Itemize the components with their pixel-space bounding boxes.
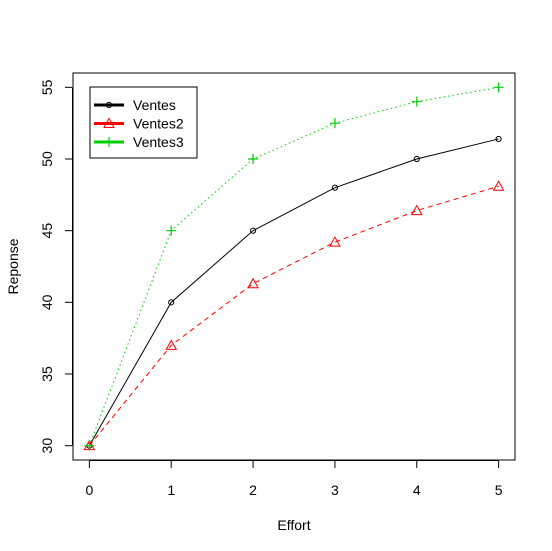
data-point	[411, 96, 422, 107]
legend-label: Ventes	[133, 97, 176, 113]
x-tick-label: 5	[495, 482, 503, 498]
data-point	[329, 118, 340, 129]
data-point	[247, 277, 259, 289]
x-tick-label: 2	[249, 482, 257, 498]
data-point	[492, 180, 505, 191]
data-point	[249, 227, 257, 234]
data-point	[248, 154, 259, 164]
legend-label: Ventes2	[133, 116, 184, 132]
y-tick-label: 45	[39, 223, 55, 239]
y-tick-label: 40	[39, 294, 55, 310]
x-tick-label: 1	[167, 482, 175, 498]
x-axis-title: Effort	[277, 517, 310, 533]
series-ventes3	[84, 82, 504, 451]
legend-item: Ventes3	[94, 134, 184, 150]
data-point	[329, 236, 341, 247]
data-point	[84, 440, 95, 451]
legend-label: Ventes3	[133, 134, 184, 150]
x-tick-label: 0	[85, 482, 93, 498]
x-axis: 0 1 2 3 4 5	[85, 460, 503, 498]
series-line	[88, 138, 499, 446]
legend-item: Ventes	[94, 97, 176, 113]
series-ventes2	[83, 180, 505, 451]
data-point	[165, 339, 178, 350]
data-point	[331, 184, 339, 191]
y-tick-label: 50	[39, 151, 55, 167]
y-tick-label: 35	[39, 366, 55, 382]
y-tick-label: 55	[39, 79, 55, 95]
data-point	[410, 204, 423, 216]
y-axis: 30 35 40 45 50 55	[39, 79, 73, 453]
x-tick-label: 3	[331, 482, 339, 498]
data-point	[168, 299, 175, 306]
legend-item: Ventes2	[94, 116, 184, 132]
data-point	[105, 101, 113, 109]
series-layer	[83, 82, 505, 451]
data-point	[166, 225, 177, 236]
data-point	[495, 135, 502, 143]
data-point	[413, 155, 420, 163]
y-tick-label: 30	[39, 438, 55, 454]
series-line	[88, 185, 499, 446]
x-tick-label: 4	[413, 482, 421, 498]
series-ventes	[86, 135, 502, 449]
series-line	[88, 86, 499, 446]
data-point	[103, 117, 115, 128]
data-point	[493, 82, 504, 93]
legend: Ventes Ventes2 Ventes3	[89, 86, 198, 159]
data-point	[104, 137, 114, 147]
y-axis-title: Reponse	[5, 238, 21, 294]
